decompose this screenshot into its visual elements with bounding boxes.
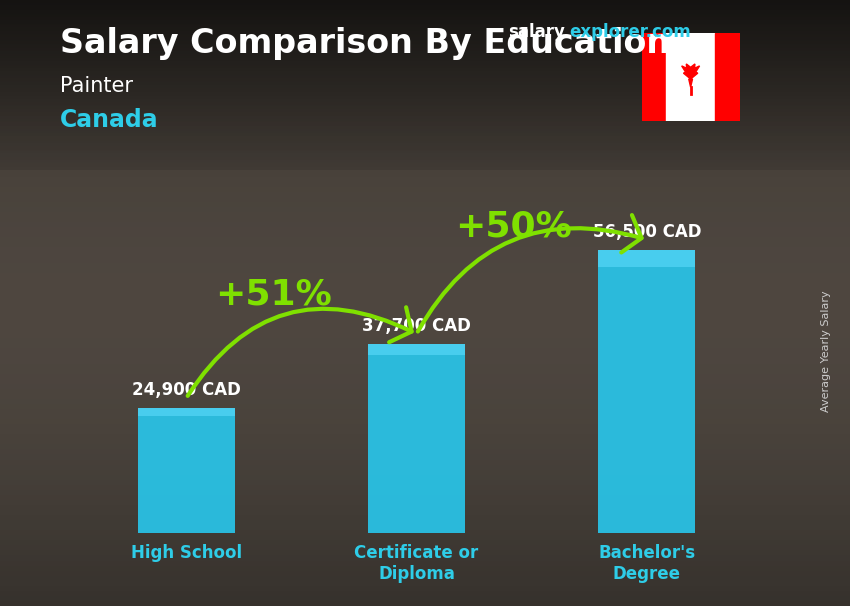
Bar (138, 408, 235, 533)
Bar (666, 33, 715, 121)
Text: 56,500 CAD: 56,500 CAD (592, 222, 701, 241)
Bar (368, 344, 465, 533)
Text: explorer.com: explorer.com (570, 23, 691, 41)
Bar (642, 33, 666, 121)
Text: salary: salary (508, 23, 565, 41)
Text: +51%: +51% (215, 278, 332, 311)
Text: Salary Comparison By Education: Salary Comparison By Education (60, 27, 670, 60)
Bar (598, 250, 695, 267)
Bar (598, 250, 695, 533)
Text: Canada: Canada (60, 108, 158, 132)
Text: Average Yearly Salary: Average Yearly Salary (821, 291, 831, 412)
Text: +50%: +50% (455, 210, 571, 244)
Polygon shape (682, 64, 700, 87)
Bar (368, 344, 465, 355)
Text: 37,700 CAD: 37,700 CAD (362, 317, 471, 335)
Text: 24,900 CAD: 24,900 CAD (132, 381, 241, 399)
Text: Painter: Painter (60, 76, 133, 96)
Bar (715, 33, 740, 121)
Bar (138, 408, 235, 416)
